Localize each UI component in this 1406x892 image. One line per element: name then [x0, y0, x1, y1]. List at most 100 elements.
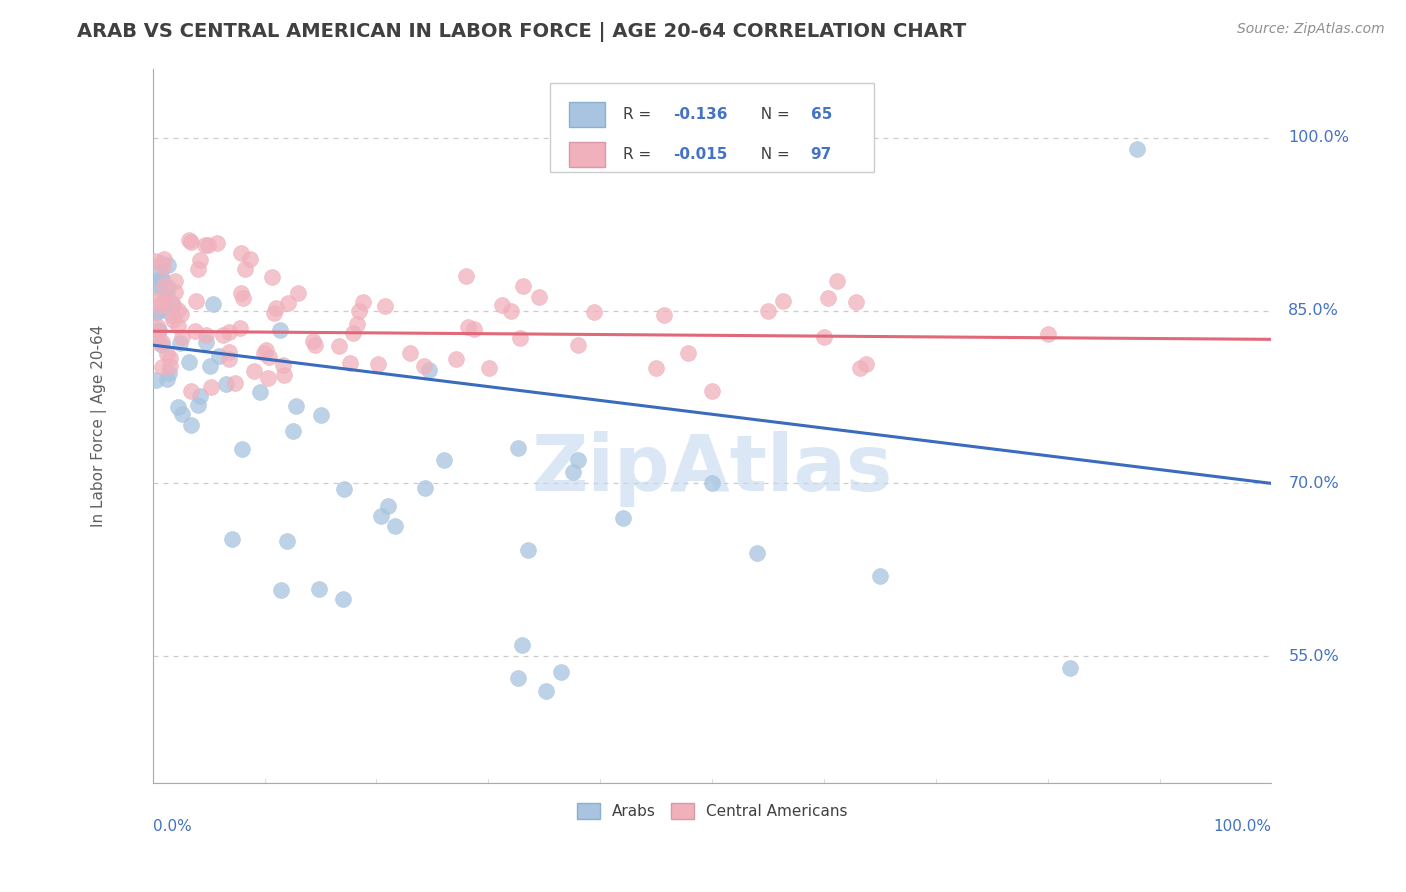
Point [342, 326, 364, 340]
Point [512, 279, 534, 293]
Point [153, 278, 176, 293]
Point [162, 309, 184, 323]
Point [269, 323, 291, 337]
Point [413, 481, 436, 495]
Point [165, 274, 187, 288]
Point [499, 303, 522, 318]
Point [328, 339, 350, 353]
Point [745, 545, 768, 559]
Point [187, 398, 209, 412]
Point [202, 297, 225, 311]
Point [197, 238, 219, 252]
Point [177, 233, 200, 247]
Point [257, 371, 280, 385]
Point [567, 338, 589, 352]
Point [347, 304, 370, 318]
Point [517, 543, 540, 558]
Point [287, 286, 309, 301]
Point [205, 235, 228, 250]
Point [527, 290, 550, 304]
Point [153, 252, 176, 266]
Point [478, 361, 501, 376]
Point [169, 336, 191, 351]
Point [652, 309, 675, 323]
Point [159, 359, 181, 374]
Point [260, 270, 283, 285]
Point [194, 237, 217, 252]
Point [817, 291, 839, 305]
Point [152, 293, 174, 308]
Point [231, 442, 253, 456]
Point [167, 318, 190, 333]
Point [231, 286, 253, 301]
Point [277, 296, 299, 310]
Point [550, 665, 572, 679]
Point [302, 334, 325, 348]
Point [346, 318, 368, 332]
Point [162, 298, 184, 312]
Point [700, 384, 723, 399]
Text: 65: 65 [810, 107, 832, 122]
Point [188, 389, 211, 403]
Point [159, 351, 181, 366]
Point [212, 327, 235, 342]
Point [561, 465, 583, 479]
Point [150, 295, 173, 310]
Point [370, 508, 392, 523]
Point [149, 299, 172, 313]
Point [157, 305, 180, 319]
Point [150, 256, 173, 270]
Point [339, 356, 361, 370]
Point [224, 376, 246, 390]
Point [463, 321, 485, 335]
Point [506, 441, 529, 455]
Point [678, 346, 700, 360]
Point [195, 334, 218, 349]
Point [645, 361, 668, 376]
Point [772, 294, 794, 309]
Point [509, 331, 531, 345]
Point [162, 313, 184, 327]
Point [309, 409, 332, 423]
Point [855, 357, 877, 371]
Point [184, 324, 207, 338]
Point [163, 285, 186, 299]
Text: N =: N = [751, 107, 800, 122]
Point [1126, 142, 1149, 156]
Point [848, 360, 870, 375]
Point [869, 568, 891, 582]
Point [156, 259, 179, 273]
Point [412, 359, 434, 374]
Point [145, 373, 167, 387]
Point [418, 362, 440, 376]
Point [179, 355, 201, 369]
Point [166, 401, 188, 415]
Point [384, 519, 406, 533]
Point [156, 288, 179, 302]
Legend: Arabs, Central Americans: Arabs, Central Americans [571, 797, 853, 825]
Point [167, 303, 190, 318]
Point [283, 424, 305, 438]
Point [367, 358, 389, 372]
Text: 0.0%: 0.0% [153, 819, 191, 834]
Point [157, 367, 180, 381]
Point [150, 335, 173, 350]
Point [243, 364, 266, 378]
Point [145, 319, 167, 334]
Text: In Labor Force | Age 20-64: In Labor Force | Age 20-64 [91, 325, 107, 527]
Text: R =: R = [623, 147, 661, 161]
Point [195, 327, 218, 342]
Point [218, 325, 240, 339]
Point [1036, 326, 1059, 341]
Text: Source: ZipAtlas.com: Source: ZipAtlas.com [1237, 22, 1385, 37]
Point [612, 511, 634, 525]
Text: N =: N = [751, 147, 800, 161]
Point [145, 306, 167, 320]
Point [146, 335, 169, 350]
Point [170, 330, 193, 344]
Point [156, 280, 179, 294]
Text: -0.015: -0.015 [673, 147, 727, 161]
Point [506, 672, 529, 686]
Point [332, 591, 354, 606]
Point [208, 349, 231, 363]
